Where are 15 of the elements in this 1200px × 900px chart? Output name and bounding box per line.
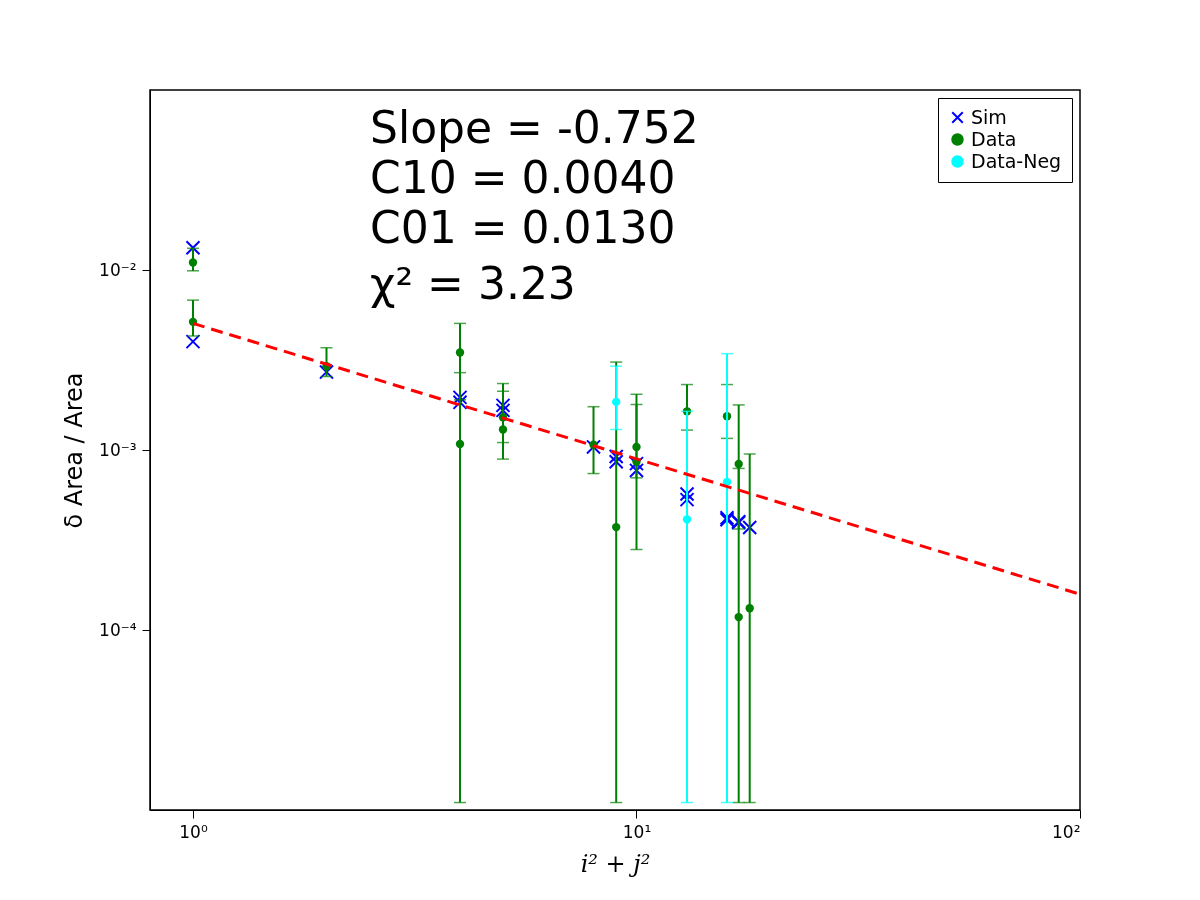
legend-label: Data: [971, 127, 1017, 150]
annotation: C01 = 0.0130: [370, 202, 676, 253]
y-axis-title: δ Area / Area: [60, 372, 89, 529]
annotation: C10 = 0.0040: [370, 152, 676, 203]
x-tick-label: 10⁰: [179, 821, 208, 842]
y-tick-label: 10⁻⁴: [99, 619, 137, 640]
x-tick-label: 10¹: [622, 821, 652, 842]
x-tick-label: 10²: [1052, 821, 1081, 842]
annotation: Slope = -0.752: [370, 102, 699, 153]
y-tick-label: 10⁻²: [99, 259, 137, 280]
annotation: χ² = 3.23: [370, 258, 576, 309]
y-tick-label: 10⁻³: [99, 439, 137, 460]
legend-label: Data-Neg: [971, 149, 1062, 172]
legend-label: Sim: [971, 105, 1007, 128]
x-axis-title: i² + j²: [580, 849, 651, 878]
